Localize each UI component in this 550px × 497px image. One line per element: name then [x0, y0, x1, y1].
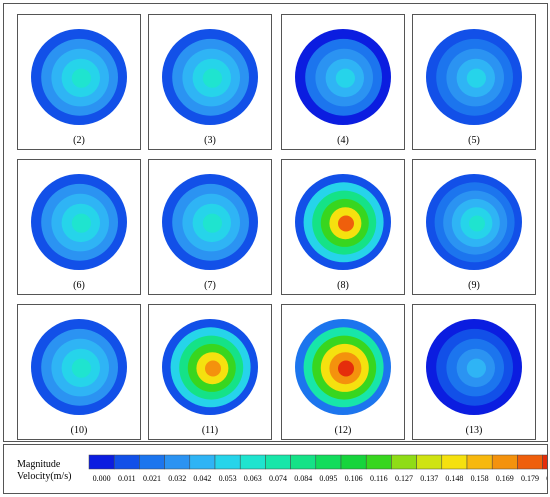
velocity-panel: (5): [412, 14, 536, 150]
panel-label: (9): [468, 280, 480, 291]
velocity-contour-plot: [295, 29, 391, 125]
legend-tick-label: 0.137: [420, 474, 438, 483]
legend-colorbar: 0.000 0.011 0.021 0.032 0.042 0.053 0.063 0.074…: [88, 454, 547, 483]
panel-label: (12): [334, 425, 352, 436]
legend-swatch: [164, 454, 191, 470]
panel-label: (8): [337, 280, 349, 291]
legend-swatch: [265, 454, 291, 470]
contour-band: [71, 68, 91, 88]
velocity-contour-plot: [295, 319, 391, 415]
contour-band: [71, 213, 91, 233]
legend-swatch: [340, 454, 367, 470]
legend-tick-label: 0.095: [319, 474, 337, 483]
velocity-panel: (9): [412, 159, 536, 295]
velocity-panel: (4): [281, 14, 405, 150]
contour-band: [202, 68, 222, 88]
panel-label: (6): [73, 280, 85, 291]
velocity-contour-plot: [162, 174, 258, 270]
legend-swatch: [139, 454, 165, 470]
legend-tick-label: 0.011: [118, 474, 136, 483]
legend-tick-label: 0.190: [546, 474, 547, 483]
panel-label: (4): [337, 135, 349, 146]
velocity-panel: (3): [148, 14, 272, 150]
panels-frame: [3, 3, 548, 442]
legend-swatch: [491, 454, 518, 470]
legend-tick-label: 0.148: [445, 474, 463, 483]
velocity-panel: (6): [17, 159, 141, 295]
legend-swatch: [441, 454, 468, 470]
panel-label: (2): [73, 135, 85, 146]
velocity-contour-plot: [162, 29, 258, 125]
velocity-contour-plot: [426, 319, 522, 415]
legend-tick-label: 0.158: [471, 474, 489, 483]
contour-band: [466, 358, 486, 378]
contour-band: [205, 360, 221, 377]
legend-swatch: [113, 454, 140, 470]
velocity-panel: (12): [281, 304, 405, 440]
legend-tick-label: 0.042: [193, 474, 211, 483]
legend-tick-label: 0.053: [219, 474, 237, 483]
legend-swatch: [416, 454, 443, 470]
velocity-contour-plot: [426, 29, 522, 125]
panel-label: (7): [204, 280, 216, 291]
contour-band: [71, 358, 91, 378]
legend-swatch: [239, 454, 266, 470]
velocity-contour-plot: [31, 319, 127, 415]
contour-band: [338, 360, 354, 377]
legend-tick-label: 0.179: [521, 474, 539, 483]
legend-swatch: [517, 454, 543, 470]
legend-tick-label: 0.169: [496, 474, 514, 483]
legend-tick-label: 0.032: [168, 474, 186, 483]
panel-label: (10): [70, 425, 88, 436]
velocity-panel: (8): [281, 159, 405, 295]
velocity-panel: (11): [148, 304, 272, 440]
legend-swatch: [391, 454, 417, 470]
contour-band: [469, 215, 485, 232]
legend-swatch: [466, 454, 493, 470]
legend-swatch: [88, 454, 115, 470]
legend-swatch: [315, 454, 342, 470]
panel-label: (11): [201, 425, 219, 436]
legend-title: Magnitude Velocity(m/s): [17, 459, 71, 483]
contour-band: [338, 215, 354, 232]
velocity-panel: (7): [148, 159, 272, 295]
velocity-contour-plot: [162, 319, 258, 415]
contour-band: [466, 68, 486, 88]
legend-tick-label: 0.000: [93, 474, 111, 483]
velocity-contour-plot: [31, 174, 127, 270]
legend-tick-label: 0.021: [143, 474, 161, 483]
velocity-panel: (13): [412, 304, 536, 440]
panel-label: (13): [465, 425, 483, 436]
legend-title-line1: Magnitude: [17, 459, 61, 470]
contour-band: [335, 68, 355, 88]
velocity-contour-plot: [31, 29, 127, 125]
contour-band: [202, 213, 222, 233]
velocity-panel: (10): [17, 304, 141, 440]
color-legend: Magnitude Velocity(m/s) 0.000 0.011 0.021 0…: [3, 444, 548, 494]
panel-label: (3): [204, 135, 216, 146]
legend-tick-label: 0.116: [370, 474, 388, 483]
legend-swatch: [542, 454, 547, 470]
legend-swatch: [189, 454, 216, 470]
velocity-panel: (2): [17, 14, 141, 150]
velocity-contour-plot: [295, 174, 391, 270]
legend-tick-label: 0.063: [244, 474, 262, 483]
legend-swatch: [214, 454, 241, 470]
legend-title-line2: Velocity(m/s): [17, 471, 72, 482]
velocity-contour-plot: [426, 174, 522, 270]
legend-swatch: [365, 454, 392, 470]
legend-tick-label: 0.127: [395, 474, 413, 483]
legend-tick-label: 0.106: [345, 474, 363, 483]
legend-tick-label: 0.084: [294, 474, 312, 483]
legend-swatch: [290, 454, 317, 470]
legend-tick-label: 0.074: [269, 474, 287, 483]
panel-label: (5): [468, 135, 480, 146]
